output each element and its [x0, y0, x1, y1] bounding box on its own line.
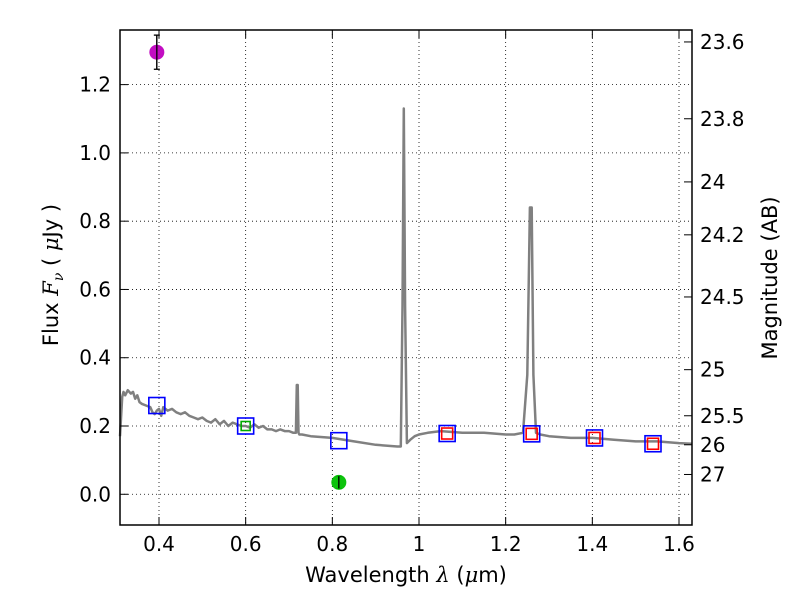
y2-tick-label: 25.5 — [700, 404, 745, 428]
y2-tick-label: 23.6 — [700, 30, 745, 54]
x-tick-label: 1.4 — [576, 532, 608, 556]
y2-tick-label: 23.8 — [700, 107, 745, 131]
x-tick-label: 0.4 — [143, 532, 175, 556]
spectrum-layer — [118, 107, 693, 448]
blue-square-marker — [438, 424, 456, 443]
y-axis-label: Flux Fν ( μJy ) — [39, 204, 67, 346]
green-square-marker — [240, 420, 251, 432]
y-tick-label: 0.0 — [79, 482, 111, 506]
blue-square-marker — [585, 429, 604, 447]
red-square-marker — [588, 431, 601, 445]
y2-tick-label: 25 — [700, 358, 725, 382]
y2-tick-label: 24.5 — [700, 285, 745, 309]
y2-tick-label: 27 — [700, 462, 725, 486]
spectrum-line — [118, 107, 693, 448]
x-tick-label: 1.2 — [490, 532, 522, 556]
marker-layer — [148, 34, 662, 490]
x-tick-label: 0.8 — [316, 532, 348, 556]
x-tick-label: 0.6 — [230, 532, 262, 556]
red-square-marker — [646, 437, 660, 451]
blue-square-marker — [148, 396, 166, 415]
blue-square-marker — [236, 417, 255, 435]
y2-tick-label: 26 — [700, 433, 725, 457]
y-tick-label: 0.8 — [79, 209, 111, 233]
y2-axis-label: Magnitude (AB) — [758, 196, 782, 359]
red-square-marker — [440, 427, 454, 440]
x-axis-label: Wavelength λ (μm) — [305, 563, 507, 587]
y-tick-label: 0.6 — [79, 277, 111, 301]
y-tick-label: 0.4 — [79, 346, 111, 370]
plot-frame — [119, 29, 693, 526]
y2-tick-label: 24 — [700, 170, 725, 194]
y-tick-label: 1.2 — [79, 73, 111, 97]
x-tick-label: 1.6 — [663, 532, 695, 556]
blue-square-marker — [522, 425, 541, 443]
blue-square-marker — [330, 431, 348, 450]
y-tick-label: 1.0 — [79, 141, 111, 165]
x-tick-label: 1 — [413, 532, 426, 556]
blue-square-marker — [644, 434, 662, 453]
y2-tick-label: 24.2 — [700, 223, 745, 247]
red-square-marker — [525, 427, 538, 441]
axis-ticks: 0.4 0.6 0.8 1 1.2 1.4 1.6 0.0 0.2 0.4 0.6 0.8 1.0 1.2… — [79, 30, 744, 556]
y-tick-label: 0.2 — [79, 414, 111, 438]
